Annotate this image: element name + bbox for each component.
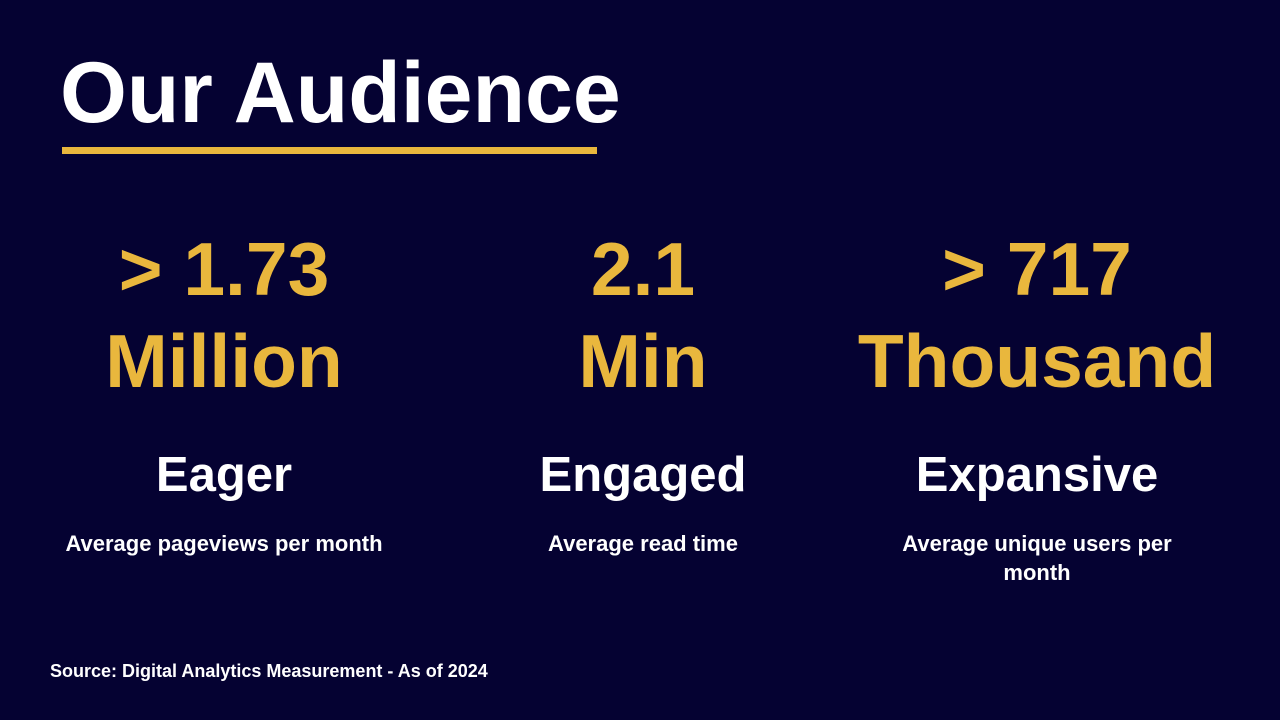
stat-value: 2.1 Min bbox=[403, 224, 883, 407]
stat-value: > 717 Thousand bbox=[797, 224, 1277, 407]
stat-description: Average unique users per month bbox=[902, 531, 1172, 586]
stat-column-unique-users: > 717 Thousand Expansive Average unique … bbox=[797, 224, 1277, 587]
source-note: Source: Digital Analytics Measurement - … bbox=[50, 661, 488, 681]
stat-column-pageviews: > 1.73 Million Eager Average pageviews p… bbox=[0, 224, 464, 558]
stat-value-line2: Million bbox=[105, 318, 343, 403]
stat-column-read-time: 2.1 Min Engaged Average read time bbox=[403, 224, 883, 558]
stat-value-line1: > 1.73 bbox=[118, 227, 330, 311]
title-underline bbox=[62, 147, 597, 154]
stat-value-line2: Thousand bbox=[857, 318, 1217, 403]
stat-description: Average pageviews per month bbox=[65, 531, 383, 557]
stat-value: > 1.73 Million bbox=[0, 224, 464, 407]
stat-label: Engaged bbox=[539, 448, 747, 502]
stat-value-line2: Min bbox=[578, 318, 708, 403]
stat-value-line1: 2.1 bbox=[590, 227, 696, 311]
stat-description: Average read time bbox=[548, 531, 738, 557]
stat-label: Expansive bbox=[915, 448, 1159, 502]
stat-label: Eager bbox=[155, 448, 293, 502]
stat-value-line1: > 717 bbox=[942, 227, 1132, 311]
page-title: Our Audience bbox=[60, 45, 621, 141]
